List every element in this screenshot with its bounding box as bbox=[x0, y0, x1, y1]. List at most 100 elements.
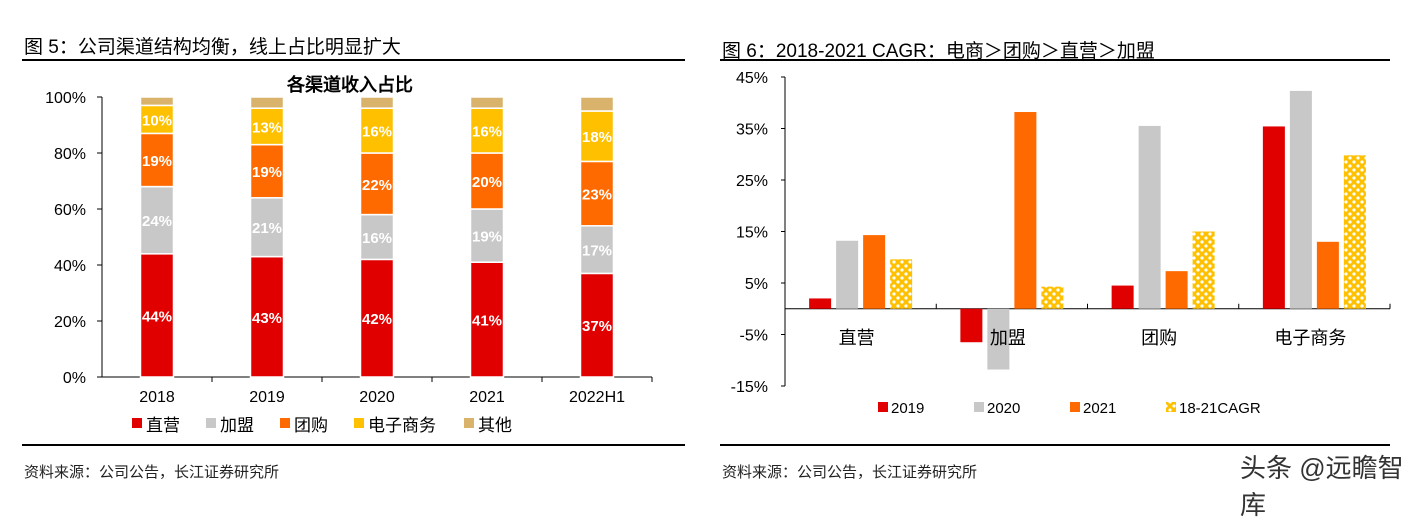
legend-swatch bbox=[1070, 402, 1080, 412]
data-label: 16% bbox=[362, 124, 392, 141]
x-tick-label: 团购 bbox=[1141, 328, 1177, 348]
y-tick-label: 5% bbox=[745, 276, 768, 293]
x-tick-label: 2022H1 bbox=[569, 389, 625, 406]
bar-直营 bbox=[579, 272, 615, 378]
bar-2019 bbox=[809, 298, 832, 309]
figure-5-source: 资料来源：公司公告，长江证券研究所 bbox=[24, 464, 280, 481]
bar-加盟 bbox=[469, 208, 505, 263]
bar-团购 bbox=[359, 152, 395, 216]
y-tick-label: 80% bbox=[54, 146, 86, 163]
data-label: 37% bbox=[582, 318, 612, 335]
figure-6-source: 资料来源：公司公告，长江证券研究所 bbox=[722, 464, 978, 481]
bar-18-21CAGR bbox=[890, 259, 913, 309]
data-label: 19% bbox=[472, 229, 502, 246]
charts-canvas: 各渠道收入占比 0% 20% 40% 60% 80% 100% 44% 24% 19% 10% 201… bbox=[45, 70, 1391, 435]
bar-2019 bbox=[1262, 126, 1285, 309]
data-label: 13% bbox=[252, 119, 282, 136]
bar-直营 bbox=[469, 261, 505, 378]
figure-6-title: 图 6：2018-2021 CAGR：电商＞团购＞直营＞加盟 bbox=[722, 41, 1155, 62]
bar-电子商务 bbox=[359, 107, 395, 154]
y-tick-label: 0% bbox=[63, 370, 86, 387]
bar-其他 bbox=[249, 96, 285, 109]
bar-加盟 bbox=[359, 213, 395, 261]
data-label: 21% bbox=[252, 220, 282, 237]
y-tick-label: 15% bbox=[736, 225, 768, 242]
bar-18-21CAGR bbox=[1192, 231, 1215, 309]
data-label: 44% bbox=[142, 308, 172, 325]
x-tick-label: 2019 bbox=[249, 389, 285, 406]
bar-电子商务 bbox=[579, 110, 615, 163]
legend-swatch bbox=[974, 402, 984, 412]
y-tick-label: 35% bbox=[736, 122, 768, 139]
legend-label: 直营 bbox=[146, 416, 180, 435]
y-tick-label: 40% bbox=[54, 258, 86, 275]
legend-swatch bbox=[354, 418, 364, 428]
x-tick-label: 2020 bbox=[359, 389, 395, 406]
data-label: 17% bbox=[582, 243, 612, 260]
bar-加盟 bbox=[579, 225, 615, 275]
legend-swatch bbox=[464, 418, 474, 428]
bar-电子商务 bbox=[139, 104, 175, 135]
bar-其他 bbox=[359, 96, 395, 109]
legend-label: 18-21CAGR bbox=[1179, 400, 1261, 417]
bar-直营 bbox=[249, 255, 285, 378]
bar-加盟 bbox=[249, 197, 285, 258]
bar-2021 bbox=[1014, 112, 1037, 309]
legend-label: 2021 bbox=[1083, 400, 1116, 417]
y-tick-label: 25% bbox=[736, 173, 768, 190]
divider bbox=[720, 444, 1390, 446]
x-tick-label: 2021 bbox=[469, 389, 505, 406]
legend-label: 团购 bbox=[294, 416, 328, 435]
bar-2019 bbox=[960, 308, 983, 343]
data-label: 23% bbox=[582, 187, 612, 204]
x-tick-label: 直营 bbox=[839, 328, 875, 348]
legend-swatch bbox=[878, 402, 888, 412]
chart-title: 各渠道收入占比 bbox=[286, 74, 413, 95]
data-label: 19% bbox=[142, 153, 172, 170]
bar-直营 bbox=[139, 253, 175, 378]
legend-label: 2020 bbox=[987, 400, 1020, 417]
divider bbox=[22, 444, 685, 446]
figure-5-title: 图 5：公司渠道结构均衡，线上占比明显扩大 bbox=[24, 37, 401, 58]
bar-2020 bbox=[987, 308, 1010, 370]
bar-18-21CAGR bbox=[1041, 286, 1064, 309]
legend-swatch bbox=[132, 418, 142, 428]
x-tick-label: 电子商务 bbox=[1274, 328, 1346, 348]
data-label: 10% bbox=[142, 112, 172, 129]
x-tick-label: 2018 bbox=[139, 389, 175, 406]
y-tick-label: 100% bbox=[45, 90, 86, 107]
data-label: 41% bbox=[472, 313, 502, 330]
bar-2019 bbox=[1111, 285, 1134, 309]
bar-其他 bbox=[579, 96, 615, 112]
bar-2021 bbox=[1165, 271, 1188, 309]
legend-label: 其他 bbox=[478, 416, 512, 435]
data-label: 43% bbox=[252, 310, 282, 327]
data-label: 22% bbox=[362, 177, 392, 194]
legend-swatch bbox=[280, 418, 290, 428]
x-tick-label: 加盟 bbox=[990, 328, 1026, 348]
data-label: 16% bbox=[472, 124, 502, 141]
data-label: 24% bbox=[142, 213, 172, 230]
bar-其他 bbox=[469, 96, 505, 109]
legend-swatch bbox=[1166, 402, 1176, 412]
bar-2020 bbox=[1138, 125, 1161, 309]
bar-团购 bbox=[249, 143, 285, 199]
bar-其他 bbox=[139, 96, 175, 107]
bar-2021 bbox=[863, 235, 886, 309]
legend-label: 电子商务 bbox=[368, 416, 436, 435]
bar-2021 bbox=[1316, 241, 1339, 309]
y-tick-label: 20% bbox=[54, 314, 86, 331]
bar-团购 bbox=[469, 152, 505, 210]
y-tick-label: 60% bbox=[54, 202, 86, 219]
legend-swatch bbox=[206, 418, 216, 428]
divider bbox=[720, 59, 1390, 61]
watermark: 头条 @远瞻智库 bbox=[1240, 453, 1404, 520]
divider bbox=[22, 59, 685, 61]
y-tick-label: -5% bbox=[740, 328, 768, 345]
legend-label: 加盟 bbox=[220, 416, 254, 435]
data-label: 20% bbox=[472, 174, 502, 191]
y-tick-label: 45% bbox=[736, 70, 768, 87]
bar-2020 bbox=[836, 240, 859, 309]
data-label: 16% bbox=[362, 230, 392, 247]
data-label: 19% bbox=[252, 164, 282, 181]
